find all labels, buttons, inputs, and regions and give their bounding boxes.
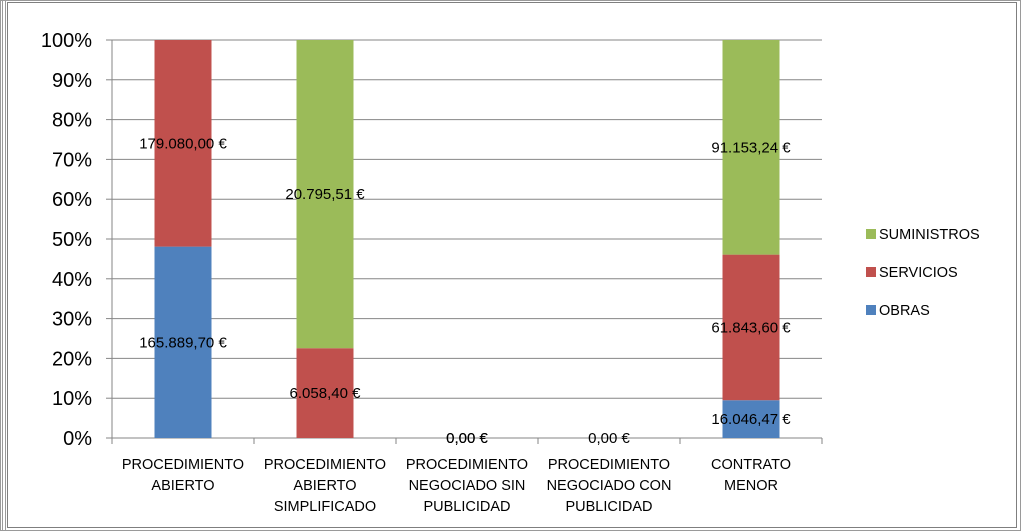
bar-segment-obras: [722, 400, 780, 438]
data-label: 0,00 €: [446, 430, 488, 447]
bar-segment-suministros: [722, 40, 780, 255]
y-tick-label: 80%: [52, 110, 92, 132]
left-double-border: [2, 0, 6, 531]
x-category-label: PROCEDIMIENTO: [264, 457, 386, 473]
bar-segment-servicios: [154, 40, 212, 247]
x-category-label: CONTRATO: [711, 457, 791, 473]
x-category-label: ABIERTO: [293, 478, 356, 494]
legend-label: SERVICIOS: [879, 265, 958, 281]
data-label: 16.046,47 €: [711, 411, 791, 428]
chart-area-border: [7, 2, 1017, 528]
data-label: 179.080,00 €: [139, 135, 227, 152]
y-tick-label: 30%: [52, 309, 92, 331]
x-category-label: NEGOCIADO SIN: [409, 478, 526, 494]
x-category-label: PUBLICIDAD: [423, 499, 510, 515]
legend-swatch: [866, 305, 876, 315]
x-category-label: PROCEDIMIENTO: [548, 457, 670, 473]
data-label: 0,00 €: [446, 430, 488, 447]
data-label: 91.153,24 €: [711, 139, 791, 156]
data-label: 6.058,40 €: [290, 385, 362, 402]
data-label: 61.843,60 €: [711, 319, 791, 336]
y-tick-label: 100%: [41, 30, 92, 52]
x-category-label: PUBLICIDAD: [565, 499, 652, 515]
data-label: 0,00 €: [588, 430, 630, 447]
y-tick-label: 10%: [52, 388, 92, 410]
x-category-label: MENOR: [724, 478, 778, 494]
x-category-label: SIMPLIFICADO: [274, 499, 376, 515]
bar-segment-suministros: [296, 40, 354, 349]
bar-segment-servicios: [296, 348, 354, 438]
x-category-label: PROCEDIMIENTO: [406, 457, 528, 473]
y-tick-label: 20%: [52, 348, 92, 370]
legend-label: SUMINISTROS: [879, 227, 980, 243]
y-tick-label: 50%: [52, 229, 92, 251]
x-category-label: NEGOCIADO CON: [547, 478, 672, 494]
x-category-label: PROCEDIMIENTO: [122, 457, 244, 473]
y-tick-label: 70%: [52, 149, 92, 171]
bar-segment-servicios: [722, 254, 780, 401]
data-label: 20.795,51 €: [285, 186, 365, 203]
y-tick-label: 0%: [63, 428, 92, 450]
y-tick-label: 40%: [52, 269, 92, 291]
bar-segment-obras: [154, 246, 212, 438]
legend-swatch: [866, 229, 876, 239]
data-label: 165.889,70 €: [139, 334, 227, 351]
x-category-label: ABIERTO: [151, 478, 214, 494]
y-tick-label: 60%: [52, 189, 92, 211]
y-tick-label: 90%: [52, 70, 92, 92]
legend-swatch: [866, 267, 876, 277]
legend-label: OBRAS: [879, 303, 930, 319]
